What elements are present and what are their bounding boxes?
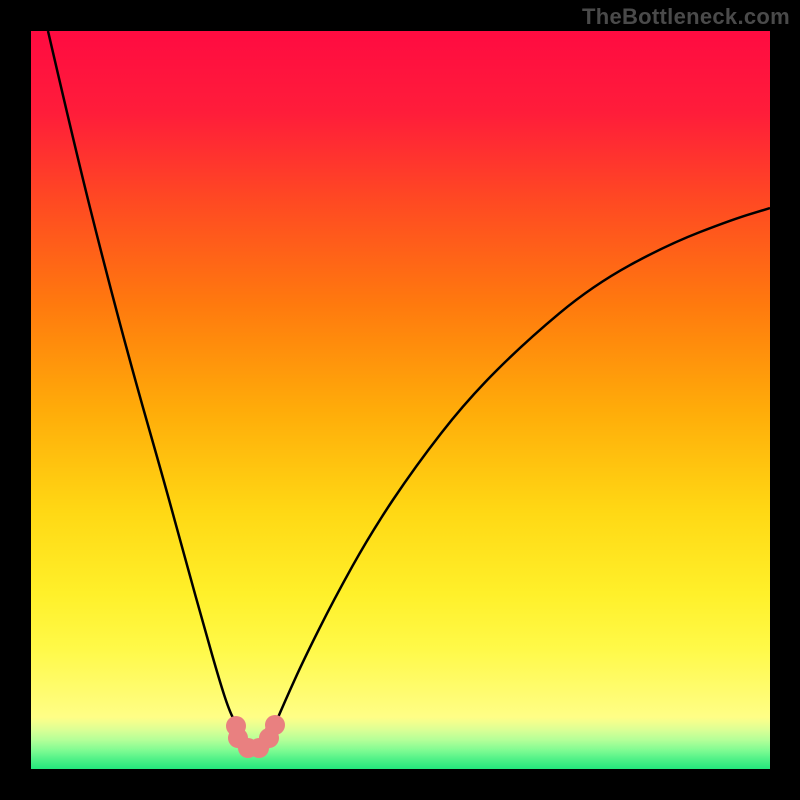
plot-area: [31, 31, 770, 769]
chart-curves: [31, 31, 770, 769]
bottleneck-curve-right: [275, 208, 770, 725]
chart-frame: TheBottleneck.com: [0, 0, 800, 800]
bottleneck-curve-left: [48, 31, 236, 725]
valley-marker: [265, 715, 285, 735]
watermark-text: TheBottleneck.com: [582, 4, 790, 30]
